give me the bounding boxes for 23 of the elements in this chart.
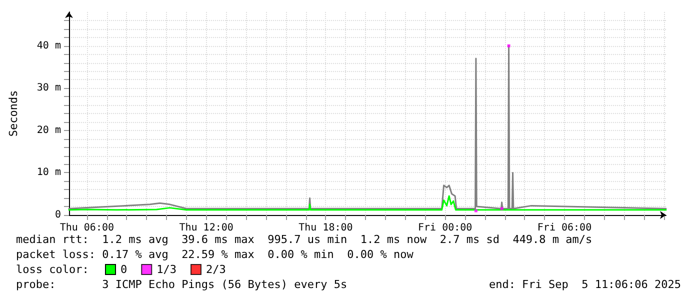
point (507, 44, 510, 48)
x-tick-label: Thu 12:00 (179, 222, 234, 234)
line-series (68, 195, 667, 211)
y-tick-label: 30 m (36, 82, 61, 94)
text: probe: 3 ICMP Echo Pings (56 Bytes) every 5s (16, 278, 348, 291)
x-tick-label: Thu 18:00 (298, 222, 353, 234)
text: packet loss: 0.17 % avg 22.59 % max 0.00 % min 0.00 % now (16, 248, 414, 261)
y-tick-label: 40 m (36, 40, 61, 52)
y-tick-label: 0 (54, 210, 61, 220)
point (500, 207, 504, 210)
x-tick-label: Fri 06:00 (537, 222, 592, 234)
x-tick-label: Thu 06:00 (60, 222, 114, 234)
text: end: Fri Sep 5 11:06:06 2025 (488, 278, 682, 291)
text: loss color: (16, 263, 89, 276)
text: median rtt: 1.2 ms avg 39.6 ms max 995.7 us min 1.2 ms now 2.7 ms sd 449.8 m am/s (16, 233, 592, 246)
legend-label: 2/3 (206, 263, 226, 276)
legend-label: 0 (120, 263, 128, 276)
legend-label: 1/3 (156, 263, 176, 276)
x-tick-label: Fri 00:00 (418, 222, 472, 234)
y-tick-label: 10 m (36, 167, 61, 178)
y-tick-label: 20 m (36, 124, 61, 136)
point (474, 209, 478, 212)
y-axis-title: Seconds (7, 90, 20, 137)
